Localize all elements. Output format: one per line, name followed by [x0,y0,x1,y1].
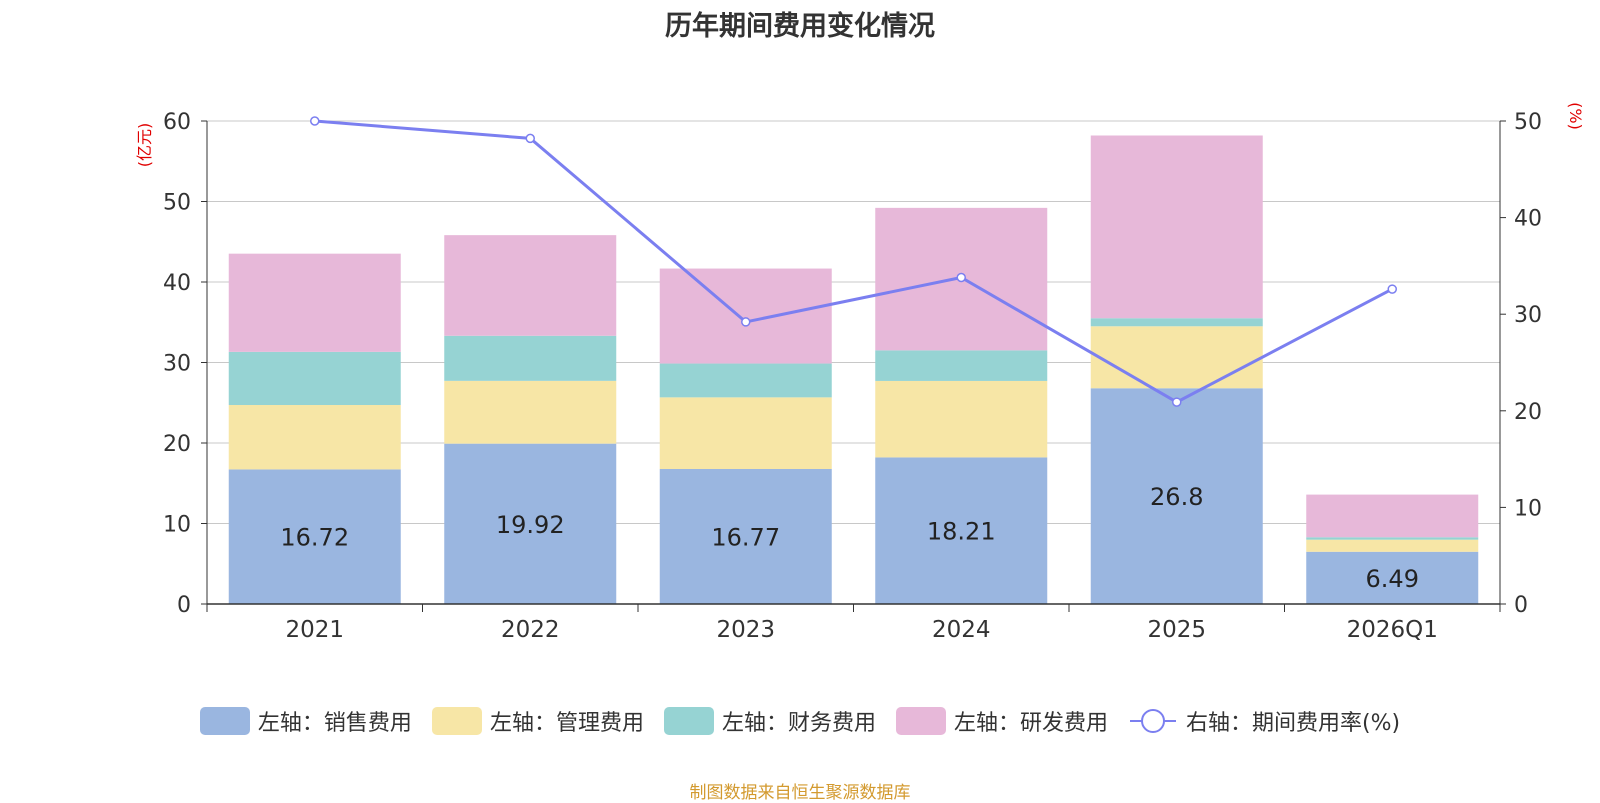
legend-item[interactable]: 右轴：期间费用率(%) [1128,705,1400,737]
legend-item[interactable]: 左轴：研发费用 [895,705,1108,737]
legend-label: 左轴：研发费用 [953,711,1108,736]
legend-label: 左轴：财务费用 [721,711,876,736]
bar-segment [228,351,401,406]
legend-label: 右轴：期间费用率(%) [1185,711,1401,736]
x-tick-label: 2022 [501,617,560,643]
y-left-tick-label: 60 [163,110,191,135]
data-label: 16.77 [711,524,780,552]
y-right-tick-label: 0 [1514,593,1528,618]
line-point [525,133,535,144]
bar-segment [1306,551,1479,604]
y-left-tick-label: 10 [163,513,191,538]
y-right-tick-label: 40 [1514,207,1542,232]
y-left-tick-label: 30 [163,352,191,377]
line-point [956,272,966,283]
legend-swatch [431,707,482,735]
y-left-tick-label: 20 [163,432,191,457]
y-right-tick-label: 30 [1514,303,1542,328]
bar-segment [1306,537,1479,540]
bar-segment [659,268,832,364]
x-tick-label: 2021 [285,617,344,643]
y-right-tick-label: 20 [1514,400,1542,425]
bar-segment [1306,539,1479,552]
bar-segment [444,443,617,604]
x-tick-label: 2025 [1147,617,1206,643]
data-label: 6.49 [1366,565,1419,593]
legend-line-icon [1129,709,1176,733]
legend: 左轴：销售费用 左轴：管理费用 左轴：财务费用 左轴：研发费用 右轴：期间费用率(%) [0,705,1600,737]
chart-title: 历年期间费用变化情况 [665,11,935,42]
bar-segment [1090,388,1263,604]
legend-item[interactable]: 左轴：销售费用 [199,705,412,737]
source-note: 制图数据来自恒生聚源数据库 [689,783,911,803]
legend-item[interactable]: 左轴：财务费用 [663,705,876,737]
x-tick-label: 2024 [932,617,991,643]
y-right-tick-label: 10 [1514,496,1542,521]
bar-segment [659,397,832,470]
bar-segment [1090,135,1263,319]
data-label: 18.21 [927,518,996,546]
data-label: 19.92 [496,511,565,539]
x-tick-label: 2023 [716,617,775,643]
data-label: 26.8 [1150,483,1203,511]
legend-swatch [663,707,714,735]
legend-label: 左轴：销售费用 [257,711,412,736]
y-left-tick-label: 0 [177,593,191,618]
bar-segment [1306,494,1479,538]
bar-segment [228,469,401,604]
chart-area: 0 10 20 30 40 50 60 0 10 20 30 40 50 (亿元) (%) 16.72 19.9… [135,102,1585,643]
bar-segment [444,235,617,336]
line-point [741,317,751,327]
legend-label: 左轴：管理费用 [489,711,644,736]
bar-segment [875,350,1048,381]
y-left-tick-label: 40 [163,271,191,296]
y-left-axis-title: (亿元) [135,123,154,168]
bar-segment [228,253,401,352]
line-series [314,119,1393,404]
data-label: 16.72 [280,524,349,552]
bar-segment [228,405,401,470]
line-point [310,116,320,126]
bar-segment [875,380,1048,458]
bar-segment [444,380,617,444]
y-right-axis-title: (%) [1566,102,1585,130]
bar-segment [1090,326,1263,389]
bar-segment [444,335,617,381]
y-right-tick-label: 50 [1514,110,1542,135]
line-point [1387,284,1397,294]
bar-segment [1090,318,1263,327]
bar-segment [659,363,832,398]
bar-segment [659,469,832,604]
line-point [1172,397,1182,407]
legend-swatch [199,707,250,735]
bar-segment [875,457,1048,604]
legend-swatch [895,707,946,735]
y-left-tick-label: 50 [163,191,191,216]
legend-item[interactable]: 左轴：管理费用 [431,705,644,737]
x-tick-label: 2026Q1 [1347,617,1438,643]
